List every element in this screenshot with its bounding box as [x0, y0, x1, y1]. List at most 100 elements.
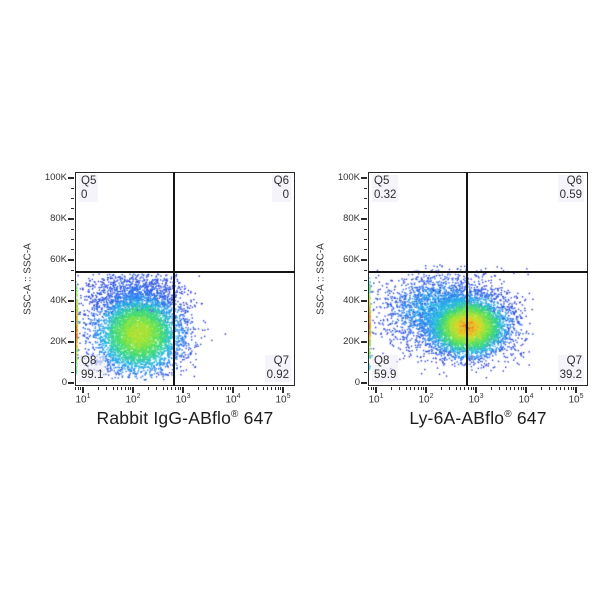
y-minor-tick	[71, 310, 74, 312]
x-tick-label: 105	[275, 393, 291, 406]
quadrant-name: Q7	[566, 355, 582, 367]
x-minor-tick	[262, 387, 264, 390]
y-major-tick	[361, 382, 367, 384]
x-minor-tick	[77, 387, 79, 390]
quadrant-stat-q5: Q5 0	[79, 175, 99, 202]
x-minor-tick	[549, 387, 551, 390]
quadrant-value: 59.9	[374, 368, 397, 381]
x-minor-tick	[499, 387, 501, 390]
x-minor-tick	[127, 387, 129, 390]
plot-area-1: SSC-A :: SSC-A Ly-6A-ABflo® 647 0 20K 40K 6…	[316, 172, 588, 428]
x-minor-tick	[117, 387, 119, 390]
x-tick-label: 103	[468, 393, 484, 406]
y-major-tick	[68, 218, 74, 220]
x-major-tick	[282, 387, 284, 393]
y-tick-label: 40K	[343, 295, 360, 306]
x-major-tick	[82, 387, 84, 393]
y-tick-label: 0	[61, 377, 67, 388]
quadrant-stat-q8: Q8 99.1	[79, 355, 106, 382]
x-minor-tick	[373, 387, 375, 390]
y-minor-tick	[71, 331, 74, 333]
x-minor-tick	[420, 387, 422, 390]
x-minor-tick	[197, 387, 199, 390]
y-minor-tick	[364, 208, 367, 210]
x-tick-label: 101	[75, 393, 91, 406]
x-minor-tick	[224, 387, 226, 390]
x-minor-tick	[564, 387, 566, 390]
x-minor-tick	[455, 387, 457, 390]
y-tick-label: 80K	[50, 213, 67, 224]
quadrant-name: Q5	[81, 175, 97, 187]
y-minor-tick	[71, 290, 74, 292]
x-major-tick	[475, 387, 477, 393]
x-minor-tick	[106, 387, 108, 390]
x-minor-tick	[277, 387, 279, 390]
y-minor-tick	[71, 228, 74, 230]
x-minor-tick	[560, 387, 562, 390]
quadrant-stat-q7: Q7 39.2	[557, 355, 584, 382]
x-minor-tick	[156, 387, 158, 390]
y-minor-tick	[71, 280, 74, 281]
x-minor-tick	[147, 387, 149, 390]
x-minor-tick	[217, 387, 219, 390]
x-minor-tick	[573, 387, 575, 390]
x-major-tick	[375, 387, 377, 393]
y-minor-tick	[364, 321, 367, 322]
x-minor-tick	[390, 387, 392, 390]
y-minor-tick	[71, 198, 74, 199]
y-tick-label: 100K	[44, 172, 67, 183]
y-minor-tick	[364, 269, 367, 271]
x-minor-tick	[464, 387, 466, 390]
x-major-tick	[525, 387, 527, 393]
quadrant-gate-vertical	[466, 172, 468, 386]
quadrant-stat-q7: Q7 0.92	[264, 355, 291, 382]
y-minor-tick	[364, 198, 367, 199]
x-minor-tick	[470, 387, 472, 390]
quadrant-stat-q6: Q6 0.59	[557, 175, 584, 202]
x-minor-tick	[370, 387, 372, 390]
x-minor-tick	[399, 387, 401, 390]
x-minor-tick	[74, 387, 76, 390]
x-minor-tick	[505, 387, 507, 390]
y-major-tick	[68, 259, 74, 261]
y-minor-tick	[71, 269, 74, 271]
y-major-tick	[68, 177, 74, 179]
x-minor-tick	[367, 387, 369, 390]
quadrant-value: 0.59	[559, 188, 582, 201]
x-minor-tick	[80, 387, 82, 390]
quadrant-name: Q6	[566, 175, 582, 187]
panel-0: SSC-A :: SSC-A Rabbit IgG-ABflo® 647 0 20…	[23, 172, 295, 428]
y-minor-tick	[364, 331, 367, 333]
x-minor-tick	[180, 387, 182, 390]
x-minor-tick	[467, 387, 469, 390]
y-major-tick	[361, 259, 367, 261]
x-minor-tick	[162, 387, 164, 390]
y-tick-label: 20K	[50, 336, 67, 347]
y-tick-label: 60K	[343, 254, 360, 265]
x-minor-tick	[555, 387, 557, 390]
x-major-tick	[575, 387, 577, 393]
x-minor-tick	[540, 387, 542, 390]
x-minor-tick	[460, 387, 462, 390]
x-minor-tick	[440, 387, 442, 390]
y-major-tick	[361, 300, 367, 302]
x-minor-tick	[570, 387, 572, 390]
quadrant-stat-q6: Q6 0	[271, 175, 291, 202]
y-minor-tick	[71, 239, 74, 240]
y-minor-tick	[364, 239, 367, 240]
y-minor-tick	[71, 351, 74, 353]
x-minor-tick	[567, 387, 569, 390]
quadrant-gate-horizontal	[368, 271, 588, 274]
y-minor-tick	[364, 290, 367, 292]
y-major-tick	[68, 300, 74, 302]
x-minor-tick	[523, 387, 525, 390]
x-minor-tick	[405, 387, 407, 390]
y-tick-label: 100K	[337, 172, 360, 183]
x-minor-tick	[414, 387, 416, 390]
x-minor-tick	[514, 387, 516, 390]
x-minor-tick	[449, 387, 451, 390]
x-tick-label: 101	[368, 393, 384, 406]
x-minor-tick	[212, 387, 214, 390]
y-tick-label: 40K	[50, 295, 67, 306]
